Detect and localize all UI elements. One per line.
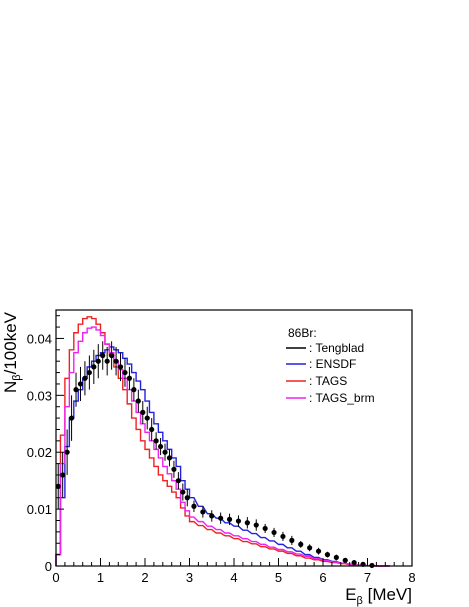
data-point xyxy=(64,449,70,455)
x-axis-label: Eβ [MeV] xyxy=(345,585,412,607)
data-point xyxy=(315,548,322,554)
x-tick-label: 8 xyxy=(408,570,415,585)
data-point xyxy=(180,489,186,495)
data-point xyxy=(333,554,339,561)
x-axis-label-main: E xyxy=(345,585,356,604)
legend-entry-ensdf: : ENSDF xyxy=(286,357,356,371)
x-tick-label: 4 xyxy=(230,570,237,585)
data-point xyxy=(289,537,295,544)
data-point xyxy=(122,369,128,376)
data-point xyxy=(73,387,79,393)
y-axis-label: Nβ/100keV xyxy=(1,311,23,393)
y-axis-label-main: N xyxy=(1,381,20,393)
x-tick-label: 3 xyxy=(186,570,193,585)
data-point xyxy=(95,358,101,364)
y-tick-label: 0.02 xyxy=(27,445,52,460)
data-point xyxy=(262,525,268,532)
data-point xyxy=(244,520,250,526)
data-point xyxy=(191,503,197,509)
legend-entry-tengblad: : Tengblad xyxy=(286,341,364,355)
series-tags xyxy=(55,316,390,567)
data-point xyxy=(86,369,92,376)
y-tick-label: 0.03 xyxy=(27,388,52,403)
data-point xyxy=(77,381,84,387)
y-tick-label: 0.04 xyxy=(27,331,52,346)
x-axis: 0 1 2 3 4 5 6 7 8 xyxy=(52,558,416,585)
series-tengblad xyxy=(55,341,375,569)
legend-label-tags-brm: : TAGS_brm xyxy=(309,391,375,405)
legend-entry-tags: : TAGS xyxy=(286,374,347,388)
y-axis-label-unit: /100keV xyxy=(1,311,20,374)
data-point xyxy=(109,352,115,359)
x-tick-label: 2 xyxy=(141,570,148,585)
data-point xyxy=(209,513,215,519)
y-tick-label: 0 xyxy=(45,559,52,574)
y-axis-label-sub: β xyxy=(11,374,23,380)
data-point xyxy=(218,515,224,521)
data-point xyxy=(226,516,233,522)
data-point xyxy=(171,466,177,472)
data-point xyxy=(280,533,286,540)
y-axis: 0 0.01 0.02 0.03 0.04 xyxy=(27,315,64,574)
data-point xyxy=(253,522,259,528)
x-tick-label: 1 xyxy=(97,570,104,585)
data-point xyxy=(351,559,357,566)
y-tick-label: 0.01 xyxy=(27,502,52,517)
data-point xyxy=(82,375,88,381)
data-point xyxy=(153,438,159,444)
x-tick-label: 7 xyxy=(364,570,371,585)
data-point xyxy=(235,518,242,524)
data-point xyxy=(140,409,146,415)
data-point xyxy=(307,545,313,551)
data-point xyxy=(157,443,164,450)
x-tick-label: 6 xyxy=(319,570,326,585)
data-point xyxy=(100,352,106,359)
data-point xyxy=(200,509,206,515)
legend-label-tengblad: : Tengblad xyxy=(309,341,364,355)
series-tags-brm xyxy=(55,326,390,567)
data-point xyxy=(126,375,133,381)
x-axis-label-sub: β xyxy=(357,595,363,607)
data-point xyxy=(91,364,97,370)
data-point xyxy=(342,557,348,563)
plot-area xyxy=(55,316,390,569)
data-point xyxy=(117,364,124,370)
data-point xyxy=(162,449,168,455)
data-point xyxy=(175,478,181,484)
legend-label-tags: : TAGS xyxy=(309,374,347,388)
data-point xyxy=(184,495,190,501)
data-point xyxy=(68,415,75,421)
data-point xyxy=(135,398,141,404)
data-point xyxy=(113,358,119,364)
legend-entry-tags-brm: : TAGS_brm xyxy=(286,391,375,405)
x-axis-label-unit: [MeV] xyxy=(363,585,412,604)
x-tick-label: 5 xyxy=(275,570,282,585)
data-point xyxy=(298,541,304,547)
legend-label-ensdf: : ENSDF xyxy=(309,357,356,371)
data-point xyxy=(166,455,173,461)
data-point xyxy=(104,358,110,364)
data-point xyxy=(131,387,137,393)
data-point xyxy=(324,552,331,558)
legend-title: 86Br: xyxy=(288,326,317,340)
data-point xyxy=(149,426,155,433)
data-point xyxy=(271,529,277,536)
data-point xyxy=(144,415,150,421)
x-tick-label: 0 xyxy=(52,570,59,585)
data-point xyxy=(60,472,66,478)
legend: 86Br: : Tengblad : ENSDF : TAGS : TAGS_b… xyxy=(286,326,375,405)
